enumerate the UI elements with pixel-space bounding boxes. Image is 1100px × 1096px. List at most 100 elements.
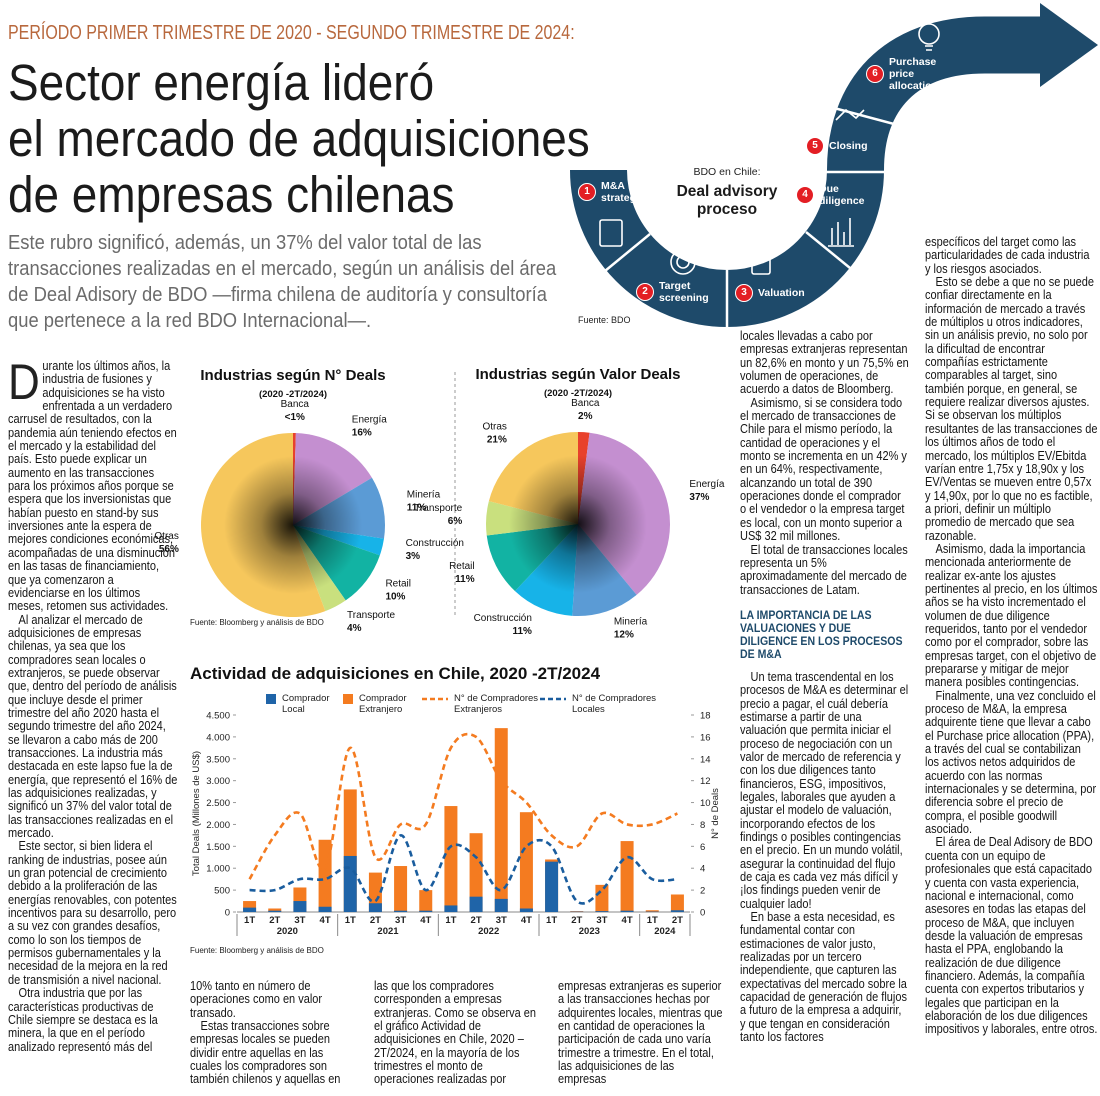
slice-label: Energía <box>689 479 724 490</box>
slice-value-label: 11% <box>407 502 427 513</box>
process-diagram <box>570 3 1098 328</box>
chart-title: Actividad de adquisiciones en Chile, 202… <box>190 664 601 683</box>
slice-label: Energía <box>352 414 387 425</box>
x-tick-label: 4T <box>420 915 431 926</box>
y2-tick-label: 16 <box>700 732 711 743</box>
slice-value-label: 12% <box>614 630 634 641</box>
legend-label: Comprador Extranjero <box>359 693 407 715</box>
paragraph: 10% tanto en número de operaciones como … <box>190 980 323 1020</box>
y2-tick-label: 18 <box>700 711 711 722</box>
slice-value-label: 16% <box>352 427 372 438</box>
y2-tick-label: 4 <box>700 864 705 875</box>
pie-shading <box>201 433 385 617</box>
slice-value-label: 2% <box>578 411 593 422</box>
bar <box>519 812 533 912</box>
x-group-label: 2020 <box>277 926 298 937</box>
x-tick-label: 3T <box>294 915 305 926</box>
legend-swatch <box>266 694 276 704</box>
y-axis-title: Total Deals (Millones de US$) <box>191 751 202 876</box>
bar <box>243 901 257 912</box>
text-column: empresas extranjeras es superior a las t… <box>558 980 723 1092</box>
x-tick-label: 1T <box>647 915 658 926</box>
process-band <box>570 16 1045 327</box>
process-step: 4 Due diligence <box>796 183 880 207</box>
y2-tick-label: 0 <box>700 908 705 919</box>
slice-value-label: 4% <box>347 623 362 634</box>
y2-tick-label: 14 <box>700 754 711 765</box>
x-tick-label: 2T <box>471 915 482 926</box>
chart-subtitle: (2020 -2T/2024) <box>544 388 612 399</box>
icon <box>925 45 933 51</box>
y-tick-label: 2.500 <box>206 798 230 809</box>
legend-label: N° de Compradores Extranjeros <box>454 693 539 715</box>
process-arrow-head <box>1040 3 1098 87</box>
legend-label: Comprador Local <box>282 693 330 715</box>
bar <box>620 910 634 912</box>
icon <box>676 255 690 269</box>
bar <box>419 890 433 912</box>
x-group-label: 2021 <box>377 926 399 937</box>
y2-tick-label: 8 <box>700 820 705 831</box>
bar <box>645 910 659 912</box>
line-series <box>248 732 678 880</box>
y-tick-label: 1.000 <box>206 864 230 875</box>
headline: de empresas chilenas <box>8 166 455 223</box>
diagram-source: Fuente: BDO <box>578 315 631 325</box>
text-column: Durante los últimos años, la industria d… <box>8 360 178 1092</box>
paragraph: El total de transacciones locales repres… <box>740 542 908 597</box>
bar <box>469 896 483 912</box>
headline: el mercado de adquisiciones <box>8 110 590 167</box>
process-step: 3 Valuation <box>735 284 827 302</box>
chart-source: Fuente: Bloomberg y análisis de BDO <box>190 618 324 627</box>
x-tick-label: 2T <box>370 915 381 926</box>
section-heading: LA IMPORTANCIA DE LAS VALUACIONES Y DUE … <box>740 607 903 661</box>
bar <box>494 898 508 912</box>
process-step: 2 Target screening <box>636 280 730 304</box>
slice-label: Transporte <box>414 503 462 514</box>
bar <box>494 728 508 912</box>
step-label: Target screening <box>659 280 709 304</box>
legend-label: N° de Compradores Locales <box>572 693 657 715</box>
slice-value-label: 11% <box>512 626 532 637</box>
bar <box>343 855 357 912</box>
paragraph: Un tema trascendental en los procesos de… <box>740 669 909 911</box>
bar <box>243 907 257 912</box>
chart-source: Fuente: Bloomberg y análisis de BDO <box>190 946 324 955</box>
y2-tick-label: 12 <box>700 776 711 787</box>
slice-value-label: 37% <box>689 492 709 503</box>
separator <box>805 231 851 269</box>
x-group-label: 2023 <box>579 926 600 937</box>
text-column: las que los compradores corresponden a e… <box>374 980 539 1092</box>
bar <box>268 910 282 912</box>
y-tick-label: 1.500 <box>206 842 230 853</box>
slice-label: Minería <box>614 617 648 628</box>
y2-tick-label: 2 <box>700 886 705 897</box>
paragraph: Otra industria que por las característic… <box>8 986 158 1054</box>
x-tick-label: 3T <box>596 915 607 926</box>
y2-tick-label: 10 <box>700 798 711 809</box>
y-tick-label: 3.000 <box>206 776 230 787</box>
bar <box>368 903 382 912</box>
slice-value-label: <1% <box>285 412 305 423</box>
x-group-label: 2022 <box>478 926 499 937</box>
slice-value-label: 6% <box>448 516 463 527</box>
bar <box>268 908 282 912</box>
bar <box>368 872 382 912</box>
icon <box>828 218 854 247</box>
step-icons <box>599 23 940 275</box>
x-group-label: 2024 <box>654 926 676 937</box>
x-tick-label: 1T <box>345 915 356 926</box>
slice-label: Construcción <box>406 538 464 549</box>
y-tick-label: 4.000 <box>206 732 230 743</box>
bar <box>318 906 332 912</box>
legend-swatch <box>343 694 353 704</box>
x-tick-label: 1T <box>546 915 557 926</box>
x-tick-label: 4T <box>521 915 532 926</box>
x-tick-label: 3T <box>496 915 507 926</box>
kicker: PERÍODO PRIMER TRIMESTRE DE 2020 - SEGUN… <box>8 22 575 44</box>
paragraph: específicos del target como las particul… <box>925 236 1090 276</box>
chart-subtitle: (2020 -2T/2024) <box>259 389 327 400</box>
x-tick-label: 2T <box>269 915 280 926</box>
paragraph: Durante los últimos años, la industria d… <box>8 360 177 614</box>
